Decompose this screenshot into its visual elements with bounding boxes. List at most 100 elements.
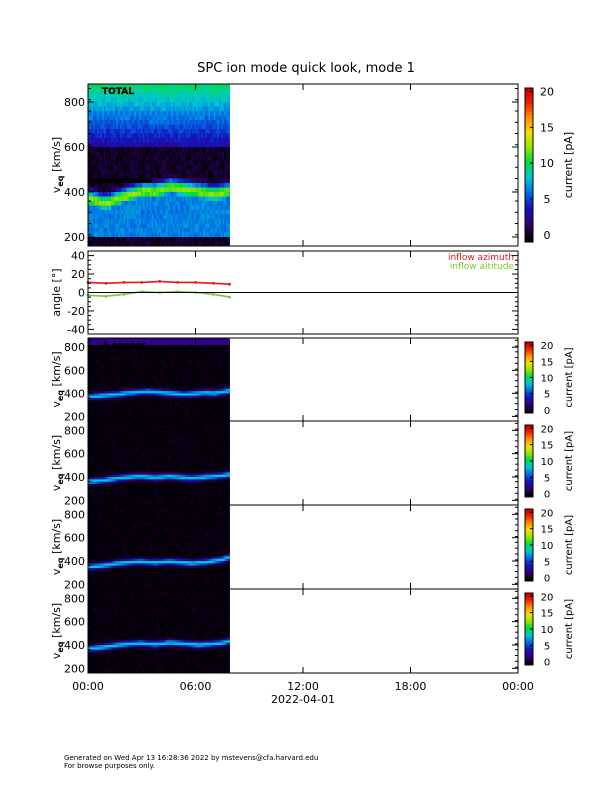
- heatmap-cell: [164, 138, 167, 143]
- heatmap-cell: [98, 201, 101, 206]
- heatmap-cell: [126, 129, 130, 134]
- heatmap-cell: [125, 210, 128, 215]
- heatmap-cell: [135, 138, 138, 143]
- heatmap-cell: [157, 156, 160, 161]
- heatmap-cell: [190, 178, 193, 184]
- heatmap-cell: [142, 241, 146, 247]
- heatmap-cell: [185, 160, 188, 166]
- heatmap-cell: [105, 84, 108, 89]
- heatmap-cell: [93, 228, 96, 233]
- colorbar-swatch: [525, 95, 533, 100]
- heatmap-cell: [171, 201, 174, 206]
- heatmap-cell: [89, 102, 92, 107]
- heatmap-cell: [195, 84, 199, 89]
- heatmap-cell: [194, 147, 197, 152]
- heatmap-cell: [157, 174, 160, 179]
- heatmap-cell: [98, 192, 101, 197]
- heatmap-cell: [155, 210, 158, 215]
- heatmap-cell: [123, 133, 126, 139]
- heatmap-cell: [188, 111, 192, 116]
- heatmap-cell: [95, 214, 98, 220]
- heatmap-cell: [144, 178, 147, 184]
- heatmap-cell: [112, 232, 115, 238]
- y-tick-label: 200: [64, 231, 85, 244]
- heatmap-cell: [160, 165, 163, 170]
- heatmap-cell: [107, 196, 110, 202]
- heatmap-cell: [139, 151, 142, 157]
- heatmap-cell: [137, 169, 140, 175]
- heatmap-cell: [93, 138, 96, 143]
- heatmap-cell: [180, 142, 183, 148]
- heatmap-cell: [176, 214, 179, 220]
- heatmap-cell: [95, 124, 98, 130]
- heatmap-cell: [123, 196, 126, 202]
- heatmap-cell: [151, 138, 154, 143]
- heatmap-cell: [155, 165, 158, 170]
- heatmap-cell: [178, 102, 181, 107]
- heatmap-cell: [201, 156, 204, 161]
- heatmap-cell: [172, 237, 176, 242]
- heatmap-cell: [176, 228, 179, 233]
- heatmap-cell: [195, 205, 199, 211]
- heatmap-cell: [178, 160, 181, 166]
- heatmap-cell: [180, 147, 183, 152]
- heatmap-cell: [89, 228, 92, 233]
- heatmap-cell: [164, 210, 167, 215]
- heatmap-cell: [199, 169, 202, 175]
- heatmap-cell: [178, 174, 181, 179]
- heatmap-cell: [153, 97, 156, 103]
- heatmap-cell: [144, 228, 147, 233]
- heatmap-cell: [153, 232, 156, 238]
- heatmap-cell: [134, 219, 137, 224]
- heatmap-cell: [194, 111, 197, 116]
- heatmap-cell: [114, 241, 117, 247]
- heatmap-cell: [91, 196, 94, 202]
- heatmap-cell: [169, 84, 172, 89]
- heatmap-cell: [157, 142, 160, 148]
- heatmap-cell: [188, 102, 192, 107]
- heatmap-cell: [109, 165, 112, 170]
- heatmap-cell: [158, 129, 161, 134]
- heatmap-cell: [107, 142, 110, 148]
- heatmap-cell: [172, 97, 176, 103]
- heatmap-cell: [181, 156, 184, 161]
- heatmap-cell: [192, 147, 195, 152]
- heatmap-cell: [96, 147, 100, 152]
- heatmap-cell: [144, 156, 147, 161]
- heatmap-cell: [142, 138, 146, 143]
- heatmap-cell: [176, 192, 179, 197]
- heatmap-cell: [121, 142, 124, 148]
- heatmap-cell: [171, 102, 174, 107]
- heatmap-cell: [176, 115, 179, 121]
- heatmap-cell: [151, 228, 154, 233]
- heatmap-cell: [165, 187, 169, 193]
- heatmap-cell: [111, 228, 114, 233]
- heatmap-cell: [180, 201, 183, 206]
- heatmap-cell: [102, 142, 105, 148]
- heatmap-cell: [146, 232, 149, 238]
- heatmap-cell: [227, 151, 230, 157]
- heatmap-cell: [141, 174, 144, 179]
- heatmap-cell: [102, 174, 105, 179]
- heatmap-cell: [164, 169, 167, 175]
- heatmap-cell: [155, 142, 158, 148]
- heatmap-cell: [128, 232, 131, 238]
- heatmap-cell: [88, 196, 91, 202]
- heatmap-cell: [139, 196, 142, 202]
- heatmap-cell: [100, 232, 103, 238]
- heatmap-cell: [178, 196, 181, 202]
- heatmap-cell: [128, 129, 131, 134]
- colorbar-swatch: [525, 134, 533, 139]
- heatmap-cell: [96, 169, 100, 175]
- heatmap-cell: [93, 241, 96, 247]
- heatmap-cell: [204, 88, 207, 94]
- heatmap-cell: [141, 97, 144, 103]
- heatmap-cell: [180, 165, 183, 170]
- heatmap-cell: [142, 183, 146, 188]
- heatmap-cell: [137, 156, 140, 161]
- heatmap-cell: [141, 84, 144, 89]
- heatmap-cell: [162, 93, 165, 98]
- heatmap-cell: [185, 192, 188, 197]
- heatmap-cell: [160, 111, 163, 116]
- heatmap-cell: [130, 115, 133, 121]
